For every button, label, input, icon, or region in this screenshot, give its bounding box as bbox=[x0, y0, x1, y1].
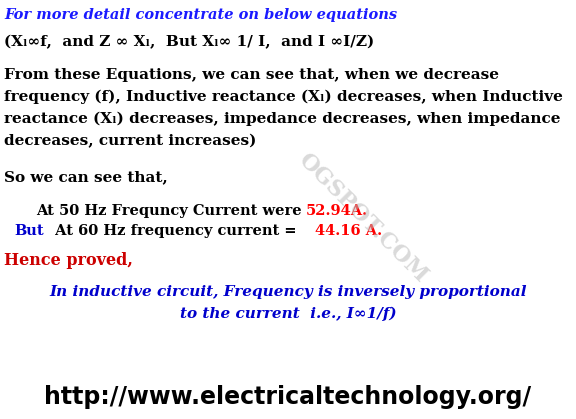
Text: But: But bbox=[14, 224, 44, 238]
Text: OGSPOT.COM: OGSPOT.COM bbox=[294, 149, 432, 287]
Text: decreases, current increases): decreases, current increases) bbox=[4, 134, 256, 148]
Text: 52.94A.: 52.94A. bbox=[306, 204, 368, 218]
Text: From these Equations, we can see that, when we decrease: From these Equations, we can see that, w… bbox=[4, 68, 499, 82]
Text: At 60 Hz frequency current =: At 60 Hz frequency current = bbox=[50, 224, 302, 238]
Text: 44.16 A.: 44.16 A. bbox=[315, 224, 382, 238]
Text: reactance (Xₗ) decreases, impedance decreases, when impedance: reactance (Xₗ) decreases, impedance decr… bbox=[4, 112, 560, 127]
Text: For more detail concentrate on below equations: For more detail concentrate on below equ… bbox=[4, 8, 397, 22]
Text: At 50 Hz Frequncy Current were: At 50 Hz Frequncy Current were bbox=[36, 204, 312, 218]
Text: In inductive circuit, Frequency is inversely proportional: In inductive circuit, Frequency is inver… bbox=[50, 285, 526, 299]
Text: (Xₗ∞f,  and Z ∞ Xₗ,  But Xₗ∞ 1/ I,  and I ∞I/Z): (Xₗ∞f, and Z ∞ Xₗ, But Xₗ∞ 1/ I, and I ∞… bbox=[4, 35, 374, 49]
Text: So we can see that,: So we can see that, bbox=[4, 170, 168, 184]
Text: http://www.electricaltechnology.org/: http://www.electricaltechnology.org/ bbox=[44, 385, 532, 409]
Text: to the current  i.e., I∞1/f): to the current i.e., I∞1/f) bbox=[180, 307, 396, 321]
Text: frequency (f), Inductive reactance (Xₗ) decreases, when Inductive: frequency (f), Inductive reactance (Xₗ) … bbox=[4, 90, 563, 104]
Text: Hence proved,: Hence proved, bbox=[4, 252, 133, 269]
